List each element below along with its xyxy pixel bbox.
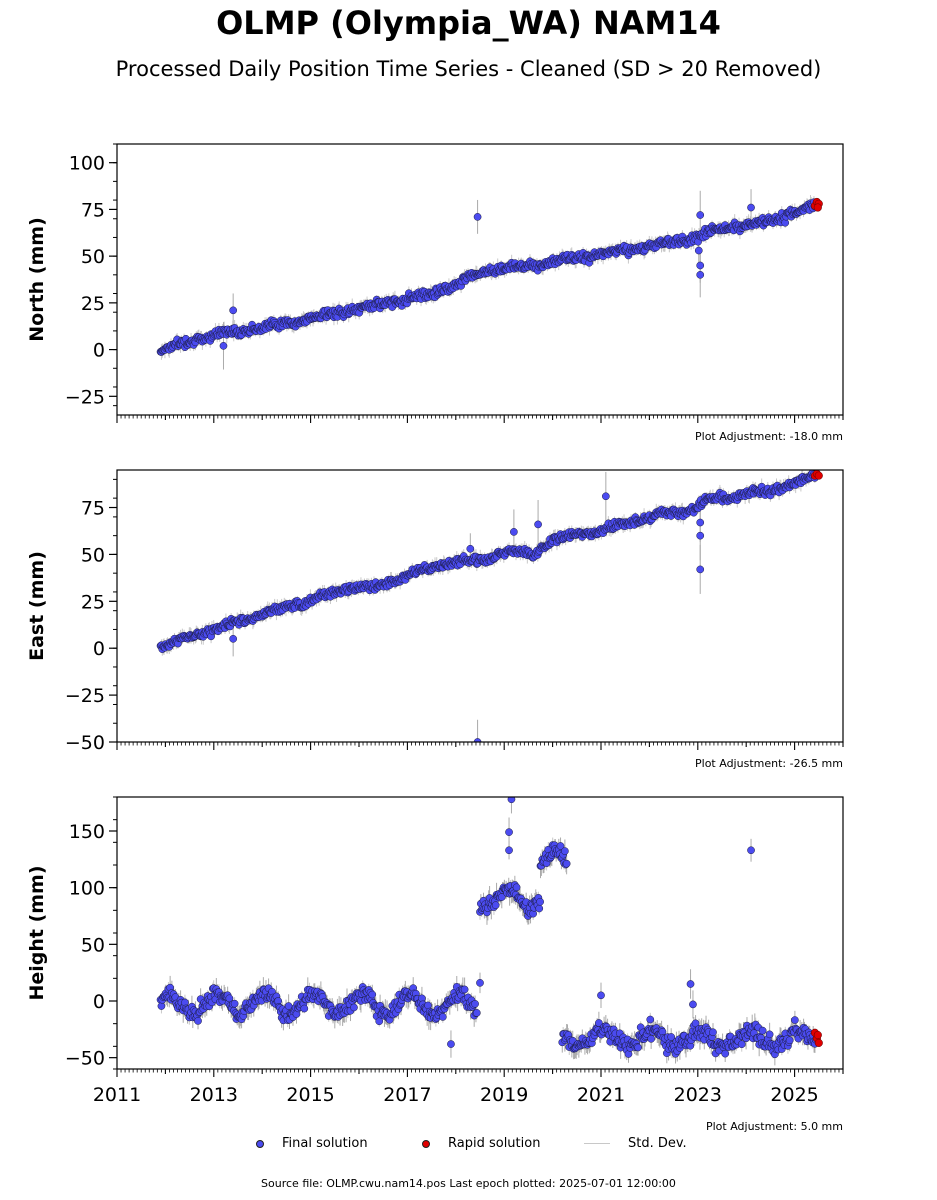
final-solution-point [368, 990, 377, 999]
rapid-solution-point [814, 471, 823, 480]
final-solution-point [696, 211, 705, 219]
final-solution-point [534, 520, 542, 529]
y-tick-label: 100 [69, 153, 105, 175]
plot-adjustment-label: Plot Adjustment: -26.5 mm [695, 757, 843, 770]
y-tick-label: 50 [81, 246, 105, 268]
final-solution-point [694, 246, 703, 255]
final-solution-point [219, 341, 228, 350]
y-tick-label: 0 [93, 638, 105, 660]
final-solution-point [229, 306, 238, 315]
final-solution-point [438, 1013, 447, 1021]
final-solution-point [634, 1043, 642, 1052]
chart-title: OLMP (Olympia_WA) NAM14 [216, 4, 721, 42]
plot-area-2 [156, 470, 823, 742]
final-solution-point [737, 1040, 746, 1049]
final-solution-point [747, 203, 755, 212]
y-tick-label: 25 [81, 591, 105, 613]
rapid-solution-point [813, 203, 822, 212]
final-solution-point [229, 634, 238, 643]
y-tick-label: −25 [65, 386, 105, 408]
final-solution-point [375, 1017, 384, 1026]
final-solution-points-3 [156, 797, 820, 1059]
final-solution-point [696, 270, 705, 279]
final-solution-point [536, 897, 544, 906]
y-axis-label: East (mm) [26, 551, 48, 661]
y-tick-label: 75 [81, 498, 105, 520]
final-solution-point [512, 883, 521, 892]
std-dev-bars-1 [160, 189, 816, 370]
final-solution-point [791, 1016, 799, 1024]
final-solution-point [473, 213, 482, 221]
final-solution-point [194, 1017, 202, 1025]
final-solution-point [300, 1004, 309, 1013]
rapid-solution-points-2 [810, 470, 823, 480]
final-solution-point [562, 859, 571, 868]
y-tick-label: 75 [81, 199, 105, 221]
chart-subtitle: Processed Daily Position Time Series - C… [115, 57, 822, 81]
plot-adjustment-label: Plot Adjustment: -18.0 mm [695, 430, 843, 443]
final-solution-point [510, 528, 518, 536]
y-tick-label: −50 [65, 732, 105, 754]
plot-frame-2 [116, 469, 844, 743]
final-solution-point [466, 544, 475, 553]
final-solution-point [472, 1009, 481, 1017]
panel-2: −50 −25 0 25 50 75 East (mm) Plot Adjustment: -… [26, 469, 844, 770]
final-solution-point [556, 842, 565, 850]
final-solution-point [535, 904, 544, 913]
final-solution-point [471, 1000, 479, 1008]
y-axis-label: North (mm) [26, 217, 48, 342]
y-tick-label: 0 [93, 340, 105, 362]
final-solution-point [691, 1019, 700, 1028]
rapid-solution-points-1 [810, 197, 823, 212]
final-solution-point [225, 994, 234, 1003]
final-solution-points-1 [156, 198, 819, 356]
final-solution-point [785, 1036, 794, 1045]
y-tick-label: 25 [81, 293, 105, 315]
panel-1: −25 0 25 50 75 100 North (mm) Plot Adjustment: … [26, 143, 844, 443]
final-solution-point [561, 847, 569, 855]
y-tick-label: −25 [65, 685, 105, 707]
final-solution-point [696, 565, 705, 574]
final-solution-point [601, 492, 610, 501]
plot-area-3 [156, 797, 823, 1066]
final-solution-point [491, 901, 500, 910]
final-solution-point [758, 1026, 767, 1035]
final-solution-point [765, 1030, 774, 1039]
final-solution-point [460, 985, 469, 994]
final-solution-point [647, 1034, 655, 1043]
final-solution-point [667, 1033, 676, 1041]
final-solution-points-2 [156, 470, 819, 742]
y-tick-label: 50 [81, 544, 105, 566]
final-solution-point [721, 1049, 730, 1058]
final-solution-point [696, 531, 705, 540]
std-dev-bars-3 [160, 797, 817, 1066]
final-solution-point [696, 261, 705, 270]
final-solution-point [696, 518, 705, 527]
final-solution-point [709, 1028, 717, 1037]
final-solution-point [350, 1003, 358, 1012]
final-solution-point [646, 1015, 655, 1024]
final-solution-point [473, 738, 482, 742]
final-solution-point [230, 999, 239, 1008]
final-solution-point [595, 1019, 603, 1027]
plot-area-1 [156, 189, 823, 370]
